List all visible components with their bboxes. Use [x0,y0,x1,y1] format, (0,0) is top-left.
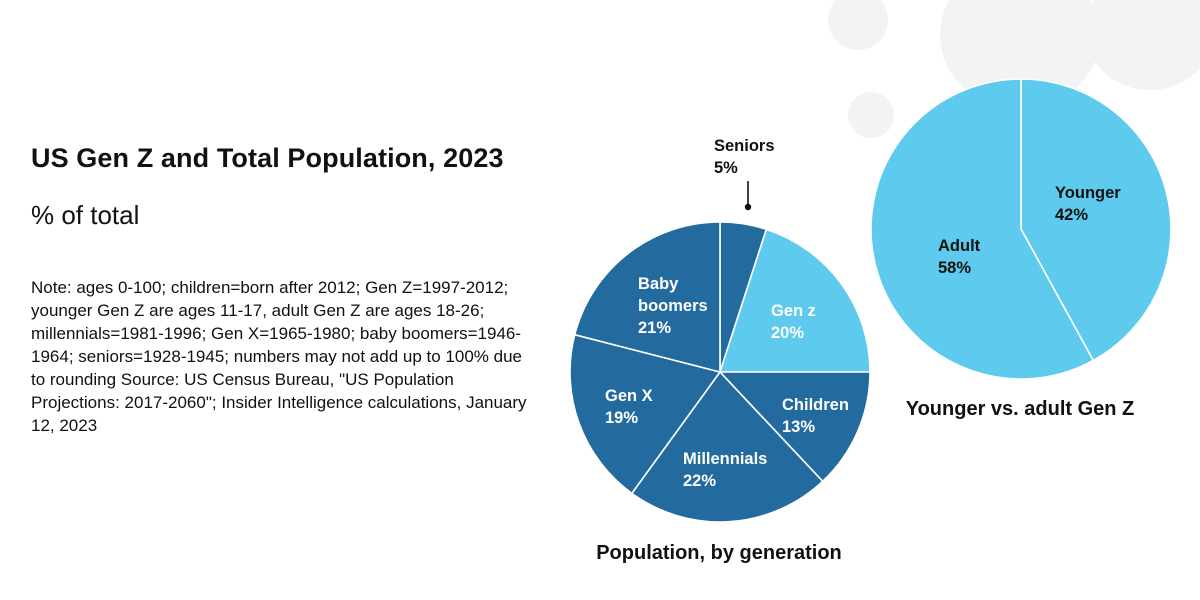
background-decoration [828,0,888,50]
slice-label-baby-boomers: Baby boomers 21% [638,275,708,337]
slice-label-millennials: Millennials 22% [683,450,767,490]
page-subtitle: % of total [31,200,140,230]
slice-value-children: 13% [782,418,815,436]
slice-label-children: Children 13% [782,396,849,436]
generation-chart-title: Population, by generation [596,542,842,564]
slice-value-gen-z: 20% [771,324,804,342]
slice-label-gen-z: Gen z 20% [771,302,816,342]
slice-value-seniors: 5% [714,159,738,177]
slice-label-gen-x: Gen X 19% [605,387,653,427]
pie-slice-children [718,371,871,483]
generation-pie-labels: Seniors 5% Gen z 20% Children 13% Millennials 2… [605,137,849,490]
slice-value-gen-x: 19% [605,409,638,427]
source-note: Note: ages 0-100; children=born after 20… [31,278,527,435]
page-title: US Gen Z and Total Population, 2023 [31,143,504,173]
slice-value-millennials: 22% [683,472,716,490]
pie-slice-baby-boomers [573,221,721,374]
slice-value-baby-boomers: 21% [638,319,671,337]
slice-label-seniors: Seniors 5% [714,137,775,177]
pie-slice-millennials [630,370,824,523]
seniors-leader-dot [744,203,752,211]
generation-pie-slices [569,221,871,523]
pie-slice-gen-z [718,228,871,373]
pie-slice-gen-x [569,333,722,495]
